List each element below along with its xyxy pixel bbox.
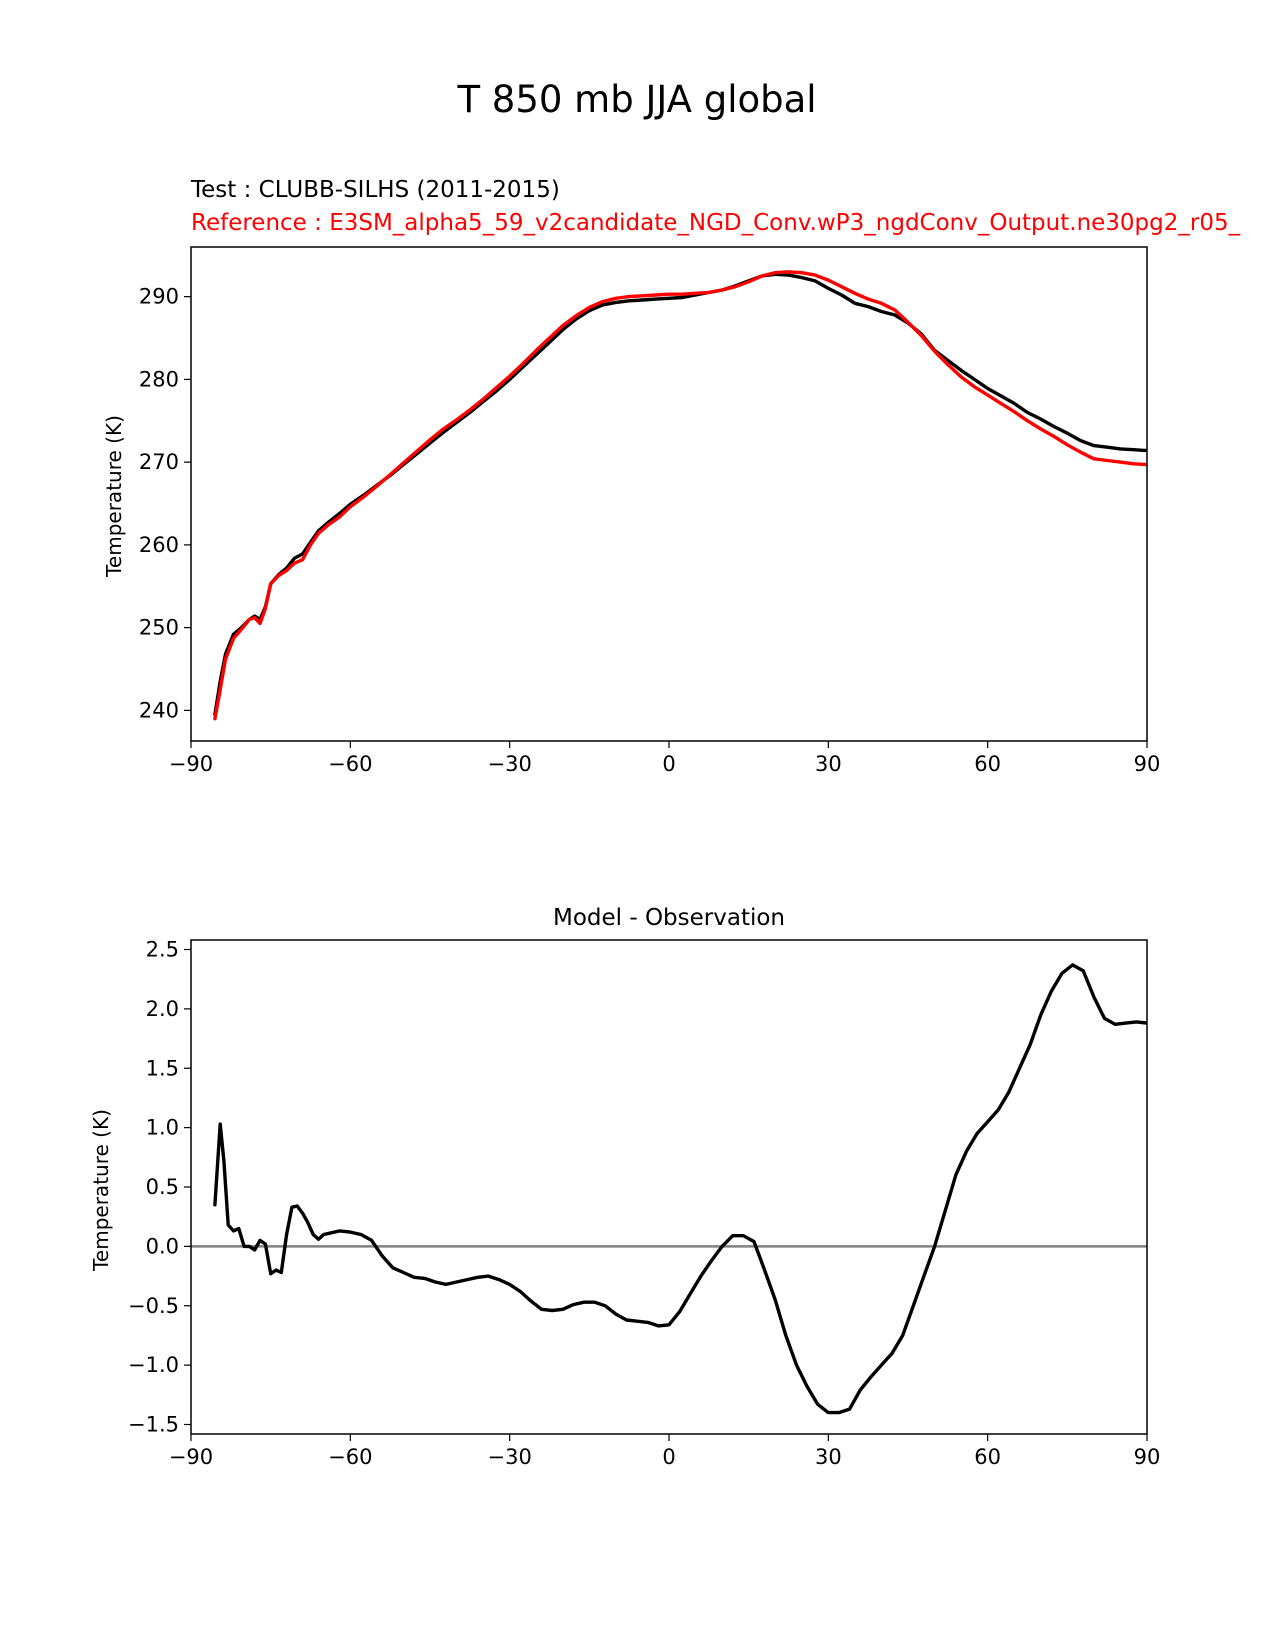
top-x-tick-label: −60 bbox=[328, 752, 372, 776]
bottom-y-tick-label: 2.5 bbox=[146, 938, 179, 962]
top-x-tick-label: −90 bbox=[169, 752, 213, 776]
reference-label: Reference : E3SM_alpha5_59_v2candidate_N… bbox=[191, 210, 1241, 236]
bottom-y-tick-label: −1.0 bbox=[128, 1353, 179, 1377]
bottom-series-diff-line bbox=[213, 963, 1147, 1415]
top-y-tick-label: 260 bbox=[139, 533, 179, 557]
bottom-x-tick-label: 0 bbox=[662, 1445, 675, 1469]
top-panel: Test : CLUBB-SILHS (2011-2015) Reference… bbox=[102, 177, 1241, 776]
test-label: Test : CLUBB-SILHS (2011-2015) bbox=[190, 177, 560, 203]
figure-suptitle: T 850 mb JJA global bbox=[456, 78, 816, 121]
bottom-y-tick-label: −1.5 bbox=[128, 1413, 179, 1437]
top-x-tick-label: 0 bbox=[662, 752, 675, 776]
bottom-y-tick-label: 0.0 bbox=[146, 1234, 179, 1258]
bottom-plot-area: −90 −60 −30 0 30 60 90 −1.5 −1.0 −0.5 0.0 0.5 1.0 1.5… bbox=[128, 938, 1160, 1470]
top-axes-frame bbox=[190, 246, 1148, 742]
bottom-x-tick-label: 60 bbox=[974, 1445, 1001, 1469]
bottom-x-tick-label: 30 bbox=[815, 1445, 842, 1469]
bottom-y-tick-label: 0.5 bbox=[146, 1175, 179, 1199]
top-y-tick-label: 270 bbox=[139, 450, 179, 474]
bottom-y-tick-label: 1.5 bbox=[146, 1056, 179, 1080]
bottom-y-axis-label: Temperature (K) bbox=[89, 1109, 113, 1272]
top-y-tick-label: 290 bbox=[139, 285, 179, 309]
bottom-axes-frame bbox=[190, 939, 1148, 1435]
bottom-x-tick-label: −90 bbox=[169, 1445, 213, 1469]
bottom-x-tick-label: −30 bbox=[488, 1445, 532, 1469]
top-y-tick-label: 240 bbox=[139, 698, 179, 722]
top-y-tick-label: 280 bbox=[139, 367, 179, 391]
bottom-x-tick-label: 90 bbox=[1134, 1445, 1161, 1469]
top-x-tick-label: 90 bbox=[1134, 752, 1161, 776]
bottom-y-tick-label: 2.0 bbox=[146, 997, 179, 1021]
top-y-tick-label: 250 bbox=[139, 616, 179, 640]
top-series-reference-line bbox=[213, 270, 1147, 721]
top-x-tick-label: −30 bbox=[488, 752, 532, 776]
bottom-panel: Model - Observation Temperature (K) −90−… bbox=[89, 905, 1160, 1469]
top-plot-area: −90 −60 −30 0 30 60 90 240 250 260 270 280 290 bbox=[139, 246, 1161, 776]
top-x-tick-label: 60 bbox=[974, 752, 1001, 776]
bottom-y-tick-label: 1.0 bbox=[146, 1116, 179, 1140]
bottom-y-tick-label: −0.5 bbox=[128, 1294, 179, 1318]
top-y-axis-label: Temperature (K) bbox=[102, 415, 126, 578]
bottom-x-tick-label: −60 bbox=[328, 1445, 372, 1469]
bottom-panel-title: Model - Observation bbox=[553, 905, 785, 931]
top-series-test-line bbox=[213, 272, 1147, 717]
top-x-tick-label: 30 bbox=[815, 752, 842, 776]
